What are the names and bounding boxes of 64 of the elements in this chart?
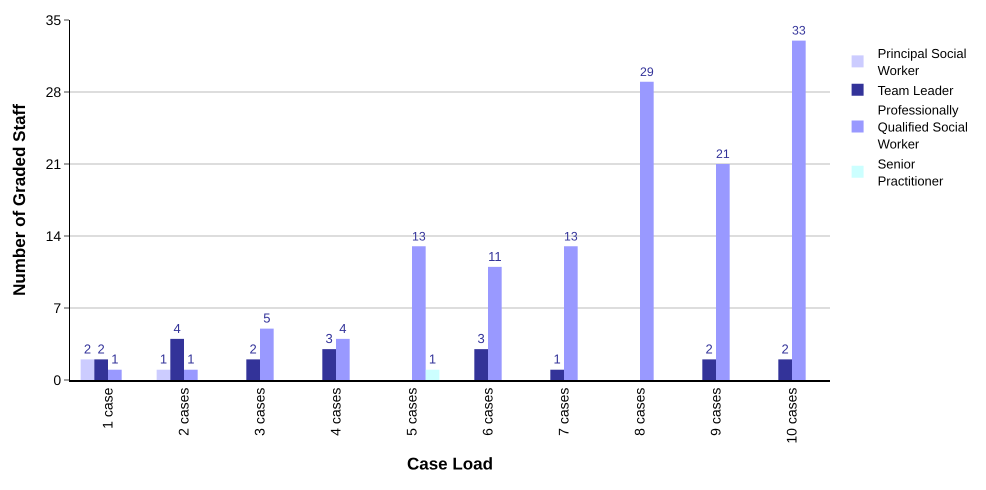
data-label: 2 <box>250 341 257 356</box>
x-tick-label: 1 case <box>100 387 116 429</box>
bar <box>412 246 426 380</box>
bar <box>488 266 502 380</box>
data-label: 3 <box>478 331 485 346</box>
y-tick-label: 14 <box>46 228 62 244</box>
y-tick-label: 7 <box>53 300 62 316</box>
x-tick-label: 5 cases <box>404 388 420 436</box>
bar <box>792 40 806 380</box>
data-label: 2 <box>706 341 713 356</box>
bar <box>474 349 488 380</box>
x-tick-label: 2 cases <box>176 388 192 436</box>
x-tick-label: 9 cases <box>708 388 724 436</box>
y-tick-label: 28 <box>46 84 62 100</box>
data-label: 13 <box>412 229 426 244</box>
x-tick-label: 8 cases <box>632 388 648 436</box>
data-label: 1 <box>554 352 561 367</box>
bar <box>246 359 260 380</box>
legend-label: Principal Social Worker <box>878 46 967 78</box>
legend-label: Team Leader <box>878 82 954 98</box>
legend-label: Professionally Qualified Social Worker <box>878 102 968 152</box>
data-label: 2 <box>84 341 92 356</box>
data-label: 5 <box>263 310 270 326</box>
x-tick-label: 7 cases <box>556 388 572 436</box>
bar <box>426 370 440 380</box>
bar <box>716 164 730 380</box>
legend-label: Senior Practitioner <box>878 156 944 188</box>
data-label: 1 <box>187 352 194 367</box>
data-label: 1 <box>428 352 436 367</box>
bar <box>778 359 792 380</box>
bar <box>170 338 184 380</box>
data-label: 33 <box>792 24 806 38</box>
data-label: 29 <box>640 64 654 79</box>
data-label: 4 <box>339 320 346 336</box>
bar <box>80 359 94 380</box>
y-tick-label: 21 <box>46 156 62 172</box>
bar <box>702 359 716 380</box>
data-label: 2 <box>98 341 105 356</box>
data-label: 11 <box>488 248 502 264</box>
x-tick-label: 10 cases <box>784 388 800 444</box>
data-label: 1 <box>160 352 168 367</box>
bar <box>94 359 108 380</box>
bar <box>322 349 336 380</box>
bar <box>550 370 564 380</box>
data-label: 1 <box>111 352 118 367</box>
bar <box>156 370 170 380</box>
data-label: 3 <box>326 331 333 346</box>
y-tick-label: 35 <box>46 12 62 28</box>
bar <box>184 370 198 380</box>
x-tick-label: 4 cases <box>328 388 344 436</box>
bar <box>260 328 274 380</box>
bar <box>640 82 654 380</box>
bar <box>108 370 122 380</box>
bar <box>336 338 350 380</box>
y-axis-title: Number of Graded Staff <box>10 104 30 296</box>
y-tick-label: 0 <box>53 372 62 388</box>
data-label: 2 <box>782 341 789 356</box>
data-label: 13 <box>564 229 578 244</box>
x-axis-title: Case Load <box>407 454 493 474</box>
data-label: 4 <box>174 320 181 336</box>
data-label: 21 <box>716 147 730 162</box>
x-tick-label: 3 cases <box>252 388 268 436</box>
bar <box>564 246 578 380</box>
x-tick-label: 6 cases <box>480 388 496 436</box>
